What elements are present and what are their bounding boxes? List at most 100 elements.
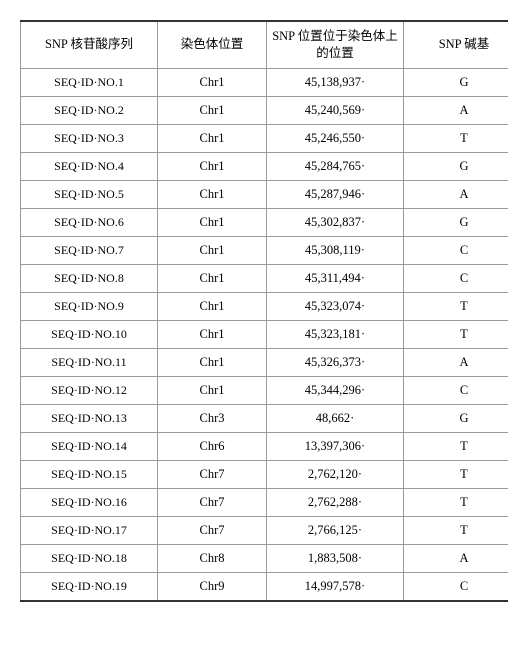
- cell-pos: 45,323,181·: [267, 320, 404, 348]
- cell-seq: SEQ·ID·NO.19: [21, 572, 158, 601]
- cell-chr: Chr1: [158, 208, 267, 236]
- header-row: SNP 核苷酸序列 染色体位置 SNP 位置位于染色体上的位置 SNP 碱基: [21, 21, 508, 68]
- table-row: SEQ·ID·NO.8Chr145,311,494·C: [21, 264, 508, 292]
- cell-seq: SEQ·ID·NO.9: [21, 292, 158, 320]
- cell-pos: 45,323,074·: [267, 292, 404, 320]
- cell-pos: 45,344,296·: [267, 376, 404, 404]
- cell-pos: 13,397,306·: [267, 432, 404, 460]
- table-row: SEQ·ID·NO.12Chr145,344,296·C: [21, 376, 508, 404]
- table-row: SEQ·ID·NO.9Chr145,323,074·T: [21, 292, 508, 320]
- cell-chr: Chr1: [158, 320, 267, 348]
- table-row: SEQ·ID·NO.1Chr145,138,937·G: [21, 68, 508, 96]
- cell-chr: Chr1: [158, 348, 267, 376]
- cell-base: G: [404, 68, 508, 96]
- cell-pos: 45,308,119·: [267, 236, 404, 264]
- cell-seq: SEQ·ID·NO.14: [21, 432, 158, 460]
- cell-pos: 2,762,288·: [267, 488, 404, 516]
- cell-pos: 45,246,550·: [267, 124, 404, 152]
- cell-pos: 2,766,125·: [267, 516, 404, 544]
- table-row: SEQ·ID·NO.13Chr348,662·G: [21, 404, 508, 432]
- cell-pos: 45,326,373·: [267, 348, 404, 376]
- cell-base: T: [404, 320, 508, 348]
- cell-chr: Chr1: [158, 152, 267, 180]
- cell-pos: 45,302,837·: [267, 208, 404, 236]
- table-row: SEQ·ID·NO.3Chr145,246,550·T: [21, 124, 508, 152]
- table-row: SEQ·ID·NO.6Chr145,302,837·G: [21, 208, 508, 236]
- cell-chr: Chr7: [158, 488, 267, 516]
- cell-seq: SEQ·ID·NO.8: [21, 264, 158, 292]
- table-row: SEQ·ID·NO.14Chr613,397,306·T: [21, 432, 508, 460]
- cell-base: G: [404, 404, 508, 432]
- col-header-chr: 染色体位置: [158, 21, 267, 68]
- table-row: SEQ·ID·NO.19Chr914,997,578·C: [21, 572, 508, 601]
- cell-pos: 14,997,578·: [267, 572, 404, 601]
- cell-base: T: [404, 460, 508, 488]
- cell-base: G: [404, 152, 508, 180]
- cell-chr: Chr6: [158, 432, 267, 460]
- cell-seq: SEQ·ID·NO.4: [21, 152, 158, 180]
- cell-seq: SEQ·ID·NO.7: [21, 236, 158, 264]
- cell-chr: Chr8: [158, 544, 267, 572]
- table-row: SEQ·ID·NO.15Chr72,762,120·T: [21, 460, 508, 488]
- cell-chr: Chr1: [158, 264, 267, 292]
- cell-seq: SEQ·ID·NO.12: [21, 376, 158, 404]
- cell-seq: SEQ·ID·NO.17: [21, 516, 158, 544]
- cell-seq: SEQ·ID·NO.15: [21, 460, 158, 488]
- cell-chr: Chr7: [158, 460, 267, 488]
- cell-base: C: [404, 236, 508, 264]
- cell-chr: Chr3: [158, 404, 267, 432]
- cell-seq: SEQ·ID·NO.6: [21, 208, 158, 236]
- cell-base: A: [404, 348, 508, 376]
- cell-chr: Chr7: [158, 516, 267, 544]
- cell-chr: Chr1: [158, 236, 267, 264]
- cell-base: T: [404, 292, 508, 320]
- cell-seq: SEQ·ID·NO.11: [21, 348, 158, 376]
- table-body: SEQ·ID·NO.1Chr145,138,937·GSEQ·ID·NO.2Ch…: [21, 68, 508, 601]
- cell-pos: 2,762,120·: [267, 460, 404, 488]
- col-header-seq: SNP 核苷酸序列: [21, 21, 158, 68]
- cell-chr: Chr1: [158, 376, 267, 404]
- cell-chr: Chr1: [158, 292, 267, 320]
- cell-chr: Chr1: [158, 96, 267, 124]
- cell-base: A: [404, 180, 508, 208]
- table-row: SEQ·ID·NO.16Chr72,762,288·T: [21, 488, 508, 516]
- table-row: SEQ·ID·NO.18Chr81,883,508·A: [21, 544, 508, 572]
- cell-base: T: [404, 516, 508, 544]
- cell-base: C: [404, 376, 508, 404]
- table-row: SEQ·ID·NO.7Chr145,308,119·C: [21, 236, 508, 264]
- cell-base: T: [404, 124, 508, 152]
- cell-chr: Chr1: [158, 68, 267, 96]
- cell-pos: 45,284,765·: [267, 152, 404, 180]
- cell-chr: Chr9: [158, 572, 267, 601]
- table-row: SEQ·ID·NO.11Chr145,326,373·A: [21, 348, 508, 376]
- cell-pos: 45,287,946·: [267, 180, 404, 208]
- cell-seq: SEQ·ID·NO.13: [21, 404, 158, 432]
- col-header-pos: SNP 位置位于染色体上的位置: [267, 21, 404, 68]
- cell-base: C: [404, 264, 508, 292]
- cell-base: C: [404, 572, 508, 601]
- cell-pos: 48,662·: [267, 404, 404, 432]
- col-header-base: SNP 碱基: [404, 21, 508, 68]
- cell-seq: SEQ·ID·NO.2: [21, 96, 158, 124]
- cell-pos: 45,138,937·: [267, 68, 404, 96]
- cell-seq: SEQ·ID·NO.16: [21, 488, 158, 516]
- cell-seq: SEQ·ID·NO.1: [21, 68, 158, 96]
- table-row: SEQ·ID·NO.4Chr145,284,765·G: [21, 152, 508, 180]
- cell-seq: SEQ·ID·NO.3: [21, 124, 158, 152]
- cell-seq: SEQ·ID·NO.10: [21, 320, 158, 348]
- cell-chr: Chr1: [158, 180, 267, 208]
- table-row: SEQ·ID·NO.10Chr145,323,181·T: [21, 320, 508, 348]
- table-row: SEQ·ID·NO.5Chr145,287,946·A: [21, 180, 508, 208]
- cell-pos: 1,883,508·: [267, 544, 404, 572]
- table-header: SNP 核苷酸序列 染色体位置 SNP 位置位于染色体上的位置 SNP 碱基: [21, 21, 508, 68]
- snp-table: SNP 核苷酸序列 染色体位置 SNP 位置位于染色体上的位置 SNP 碱基 S…: [20, 20, 508, 602]
- table-row: SEQ·ID·NO.17Chr72,766,125·T: [21, 516, 508, 544]
- cell-seq: SEQ·ID·NO.18: [21, 544, 158, 572]
- table-row: SEQ·ID·NO.2Chr145,240,569·A: [21, 96, 508, 124]
- cell-chr: Chr1: [158, 124, 267, 152]
- cell-base: A: [404, 96, 508, 124]
- cell-base: T: [404, 432, 508, 460]
- cell-pos: 45,240,569·: [267, 96, 404, 124]
- cell-seq: SEQ·ID·NO.5: [21, 180, 158, 208]
- cell-pos: 45,311,494·: [267, 264, 404, 292]
